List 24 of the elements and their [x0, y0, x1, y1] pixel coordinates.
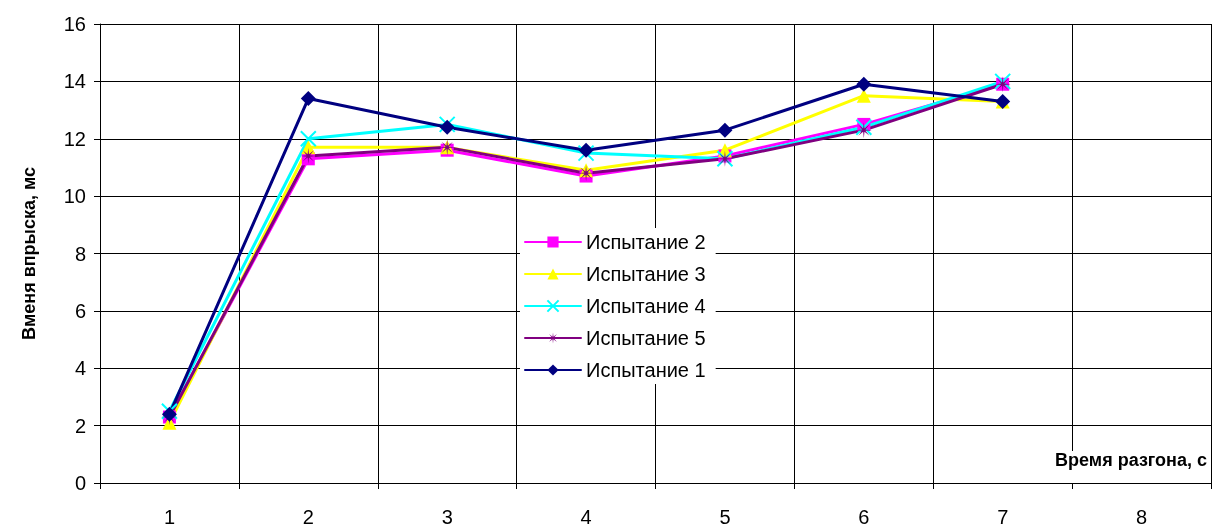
x-tick-label: 8: [1136, 506, 1148, 527]
x-tick-label: 6: [858, 506, 870, 527]
x-tick-label: 1: [163, 506, 175, 527]
y-tick-label: 16: [63, 13, 86, 35]
legend-label: Испытание 3: [586, 263, 706, 285]
y-tick-label: 2: [74, 414, 86, 437]
y-tick-label: 6: [74, 299, 86, 322]
x-tick-label: 5: [719, 506, 731, 527]
legend-label: Испытание 1: [586, 359, 706, 381]
x-tick-label: 7: [997, 506, 1009, 527]
y-tick-label: 10: [63, 185, 86, 208]
y-tick-label: 12: [63, 127, 86, 150]
x-tick-label: 4: [580, 506, 592, 527]
legend-label: Испытание 5: [586, 327, 706, 349]
y-axis-title: Вменя впрыска, мс: [19, 166, 39, 341]
y-tick-label: 8: [74, 242, 86, 265]
legend-label: Испытание 4: [586, 295, 706, 317]
x-tick-label: 2: [302, 506, 314, 527]
y-tick-label: 14: [63, 70, 86, 93]
x-axis-title: Время разгона, с: [1055, 450, 1207, 470]
legend-label: Испытание 2: [586, 231, 706, 253]
x-tick-label: 3: [441, 506, 453, 527]
y-tick-label: 0: [74, 472, 86, 494]
y-tick-label: 4: [74, 357, 86, 380]
